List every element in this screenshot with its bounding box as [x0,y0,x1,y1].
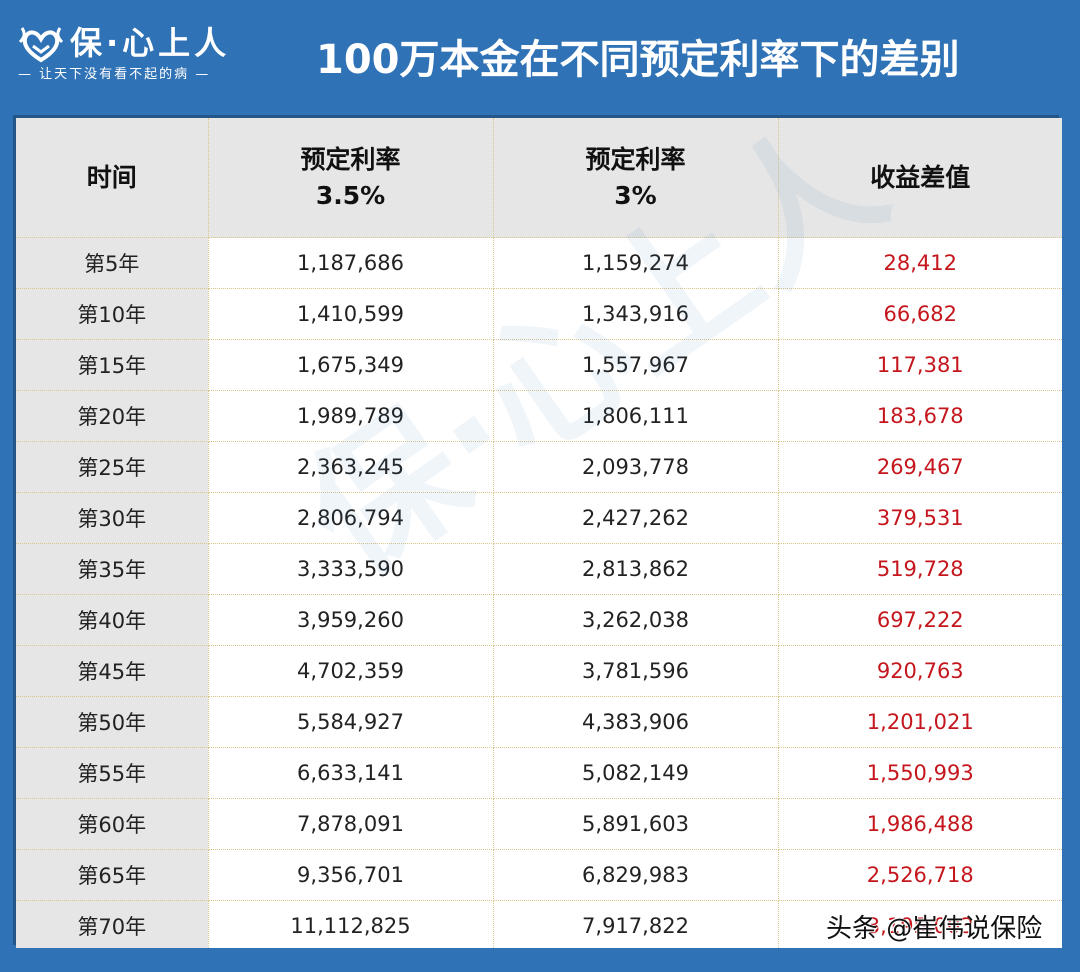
year-cell: 第50年 [16,696,209,748]
table-row: 第50年 5,584,927 4,383,906 1,201,021 [16,696,1062,748]
page-title: 100万本金在不同预定利率下的差别 [316,37,960,83]
table-row: 第40年 3,959,260 3,262,038 697,222 [16,594,1062,646]
table-row: 第65年 9,356,701 6,829,983 2,526,718 [16,849,1062,901]
difference-cell: 117,381 [778,339,1062,391]
rate-3-cell: 1,557,967 [493,339,779,391]
rate-3-cell: 2,427,262 [493,492,779,544]
year-cell: 第5年 [16,237,209,289]
difference-cell: 920,763 [778,645,1062,697]
difference-cell: 1,986,488 [778,798,1062,850]
year-cell: 第15年 [16,339,209,391]
rate-3-cell: 2,813,862 [493,543,779,595]
table-row: 第15年 1,675,349 1,557,967 117,381 [16,339,1062,391]
difference-cell: 379,531 [778,492,1062,544]
source-credit: 头条 @崔伟说保险 [826,914,1043,944]
table-row: 第30年 2,806,794 2,427,262 379,531 [16,492,1062,544]
difference-cell: 1,550,993 [778,747,1062,799]
difference-cell: 1,201,021 [778,696,1062,748]
table-row: 第25年 2,363,245 2,093,778 269,467 [16,441,1062,493]
header-time: 时间 [16,118,209,238]
header-rate-3-5: 预定利率 3.5% [208,118,494,238]
rate-3-5-cell: 1,989,789 [208,390,494,442]
year-cell: 第35年 [16,543,209,595]
table-header-row: 时间 预定利率 3.5% 预定利率 3% 收益差值 [16,118,1062,238]
difference-cell: 697,222 [778,594,1062,646]
rate-3-5-cell: 11,112,825 [208,900,494,948]
year-cell: 第40年 [16,594,209,646]
rate-3-5-cell: 2,363,245 [208,441,494,493]
rate-3-cell: 3,781,596 [493,645,779,697]
table-row: 第35年 3,333,590 2,813,862 519,728 [16,543,1062,595]
rate-3-5-cell: 4,702,359 [208,645,494,697]
rate-3-5-cell: 6,633,141 [208,747,494,799]
comparison-table: 时间 预定利率 3.5% 预定利率 3% 收益差值 第5年 1,187,686 1,… [16,118,1062,948]
difference-cell: 3,195,003 [778,900,1062,948]
header-rate-3: 预定利率 3% [493,118,779,238]
brand-slogan: — 让天下没有看不起的病 — [18,67,211,82]
table-row: 第5年 1,187,686 1,159,274 28,412 [16,237,1062,289]
table-row: 第45年 4,702,359 3,781,596 920,763 [16,645,1062,697]
table-row: 第10年 1,410,599 1,343,916 66,682 [16,288,1062,340]
year-cell: 第65年 [16,849,209,901]
year-cell: 第60年 [16,798,209,850]
year-cell: 第10年 [16,288,209,340]
rate-3-cell: 4,383,906 [493,696,779,748]
rate-3-cell: 5,082,149 [493,747,779,799]
year-cell: 第45年 [16,645,209,697]
year-cell: 第55年 [16,747,209,799]
header: 保·心上人 — 让天下没有看不起的病 — 100万本金在不同预定利率下的差别 [0,0,1080,118]
rate-3-cell: 3,262,038 [493,594,779,646]
year-cell: 第25年 [16,441,209,493]
rate-3-cell: 2,093,778 [493,441,779,493]
rate-3-5-cell: 1,410,599 [208,288,494,340]
heart-wings-icon [18,27,64,63]
difference-cell: 66,682 [778,288,1062,340]
comparison-table-container: 时间 预定利率 3.5% 预定利率 3% 收益差值 第5年 1,187,686 1,… [16,118,1062,948]
rate-3-5-cell: 7,878,091 [208,798,494,850]
rate-3-cell: 1,159,274 [493,237,779,289]
rate-3-5-cell: 3,959,260 [208,594,494,646]
brand-logo: 保·心上人 — 让天下没有看不起的病 — [18,22,228,88]
difference-cell: 28,412 [778,237,1062,289]
brand-name: 保·心上人 [70,24,231,62]
difference-cell: 519,728 [778,543,1062,595]
year-cell: 第30年 [16,492,209,544]
rate-3-5-cell: 5,584,927 [208,696,494,748]
rate-3-cell: 7,917,822 [493,900,779,948]
header-difference: 收益差值 [778,118,1062,238]
difference-cell: 269,467 [778,441,1062,493]
year-cell: 第70年 [16,900,209,948]
rate-3-cell: 5,891,603 [493,798,779,850]
rate-3-5-cell: 1,675,349 [208,339,494,391]
rate-3-cell: 6,829,983 [493,849,779,901]
rate-3-5-cell: 9,356,701 [208,849,494,901]
rate-3-5-cell: 1,187,686 [208,237,494,289]
year-cell: 第20年 [16,390,209,442]
table-row: 第70年 11,112,825 7,917,822 3,195,003 [16,900,1062,948]
difference-cell: 183,678 [778,390,1062,442]
table-row: 第55年 6,633,141 5,082,149 1,550,993 [16,747,1062,799]
rate-3-5-cell: 3,333,590 [208,543,494,595]
difference-cell: 2,526,718 [778,849,1062,901]
rate-3-cell: 1,806,111 [493,390,779,442]
rate-3-cell: 1,343,916 [493,288,779,340]
rate-3-5-cell: 2,806,794 [208,492,494,544]
table-row: 第60年 7,878,091 5,891,603 1,986,488 [16,798,1062,850]
table-row: 第20年 1,989,789 1,806,111 183,678 [16,390,1062,442]
